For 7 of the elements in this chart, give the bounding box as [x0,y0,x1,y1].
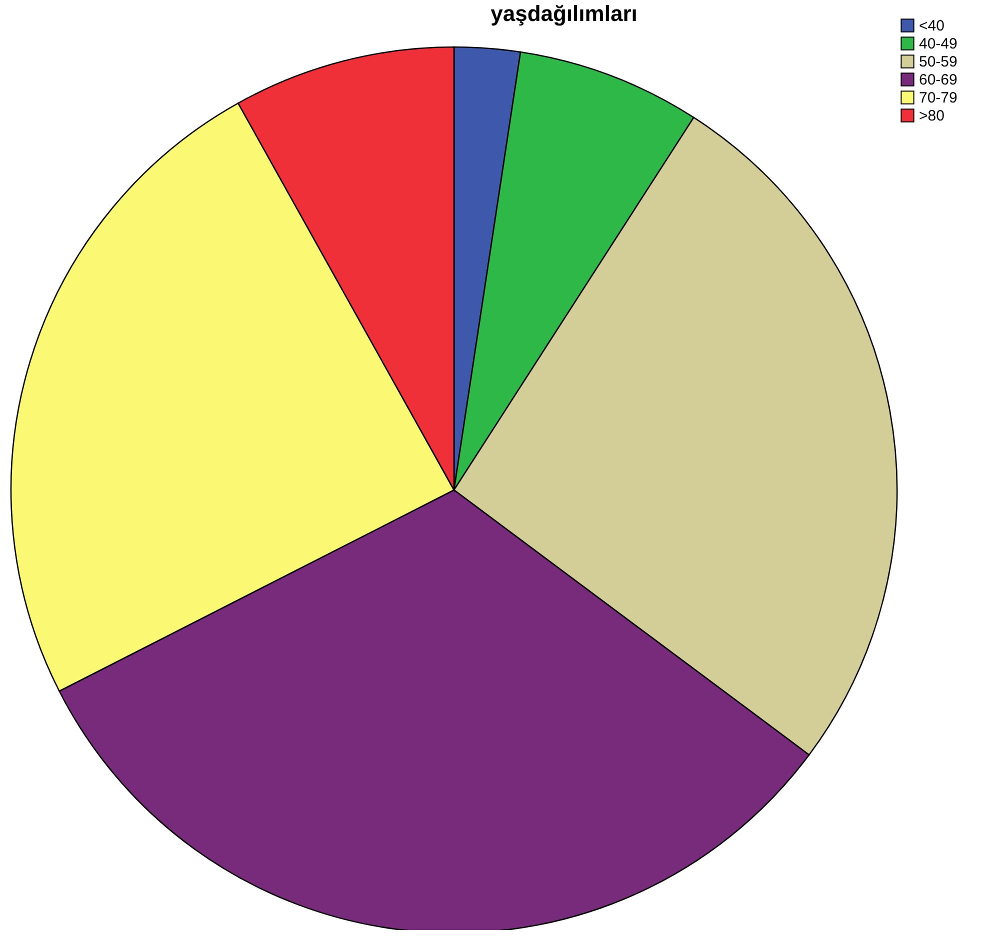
legend-label: 50-59 [919,54,958,70]
legend-label: >80 [919,108,944,124]
legend-label: 70-79 [919,90,958,106]
legend-label: <40 [919,18,944,34]
legend-label: 60-69 [919,72,958,88]
chart-title: yaşdağılımları [490,1,638,26]
legend-label: 40-49 [919,36,958,52]
